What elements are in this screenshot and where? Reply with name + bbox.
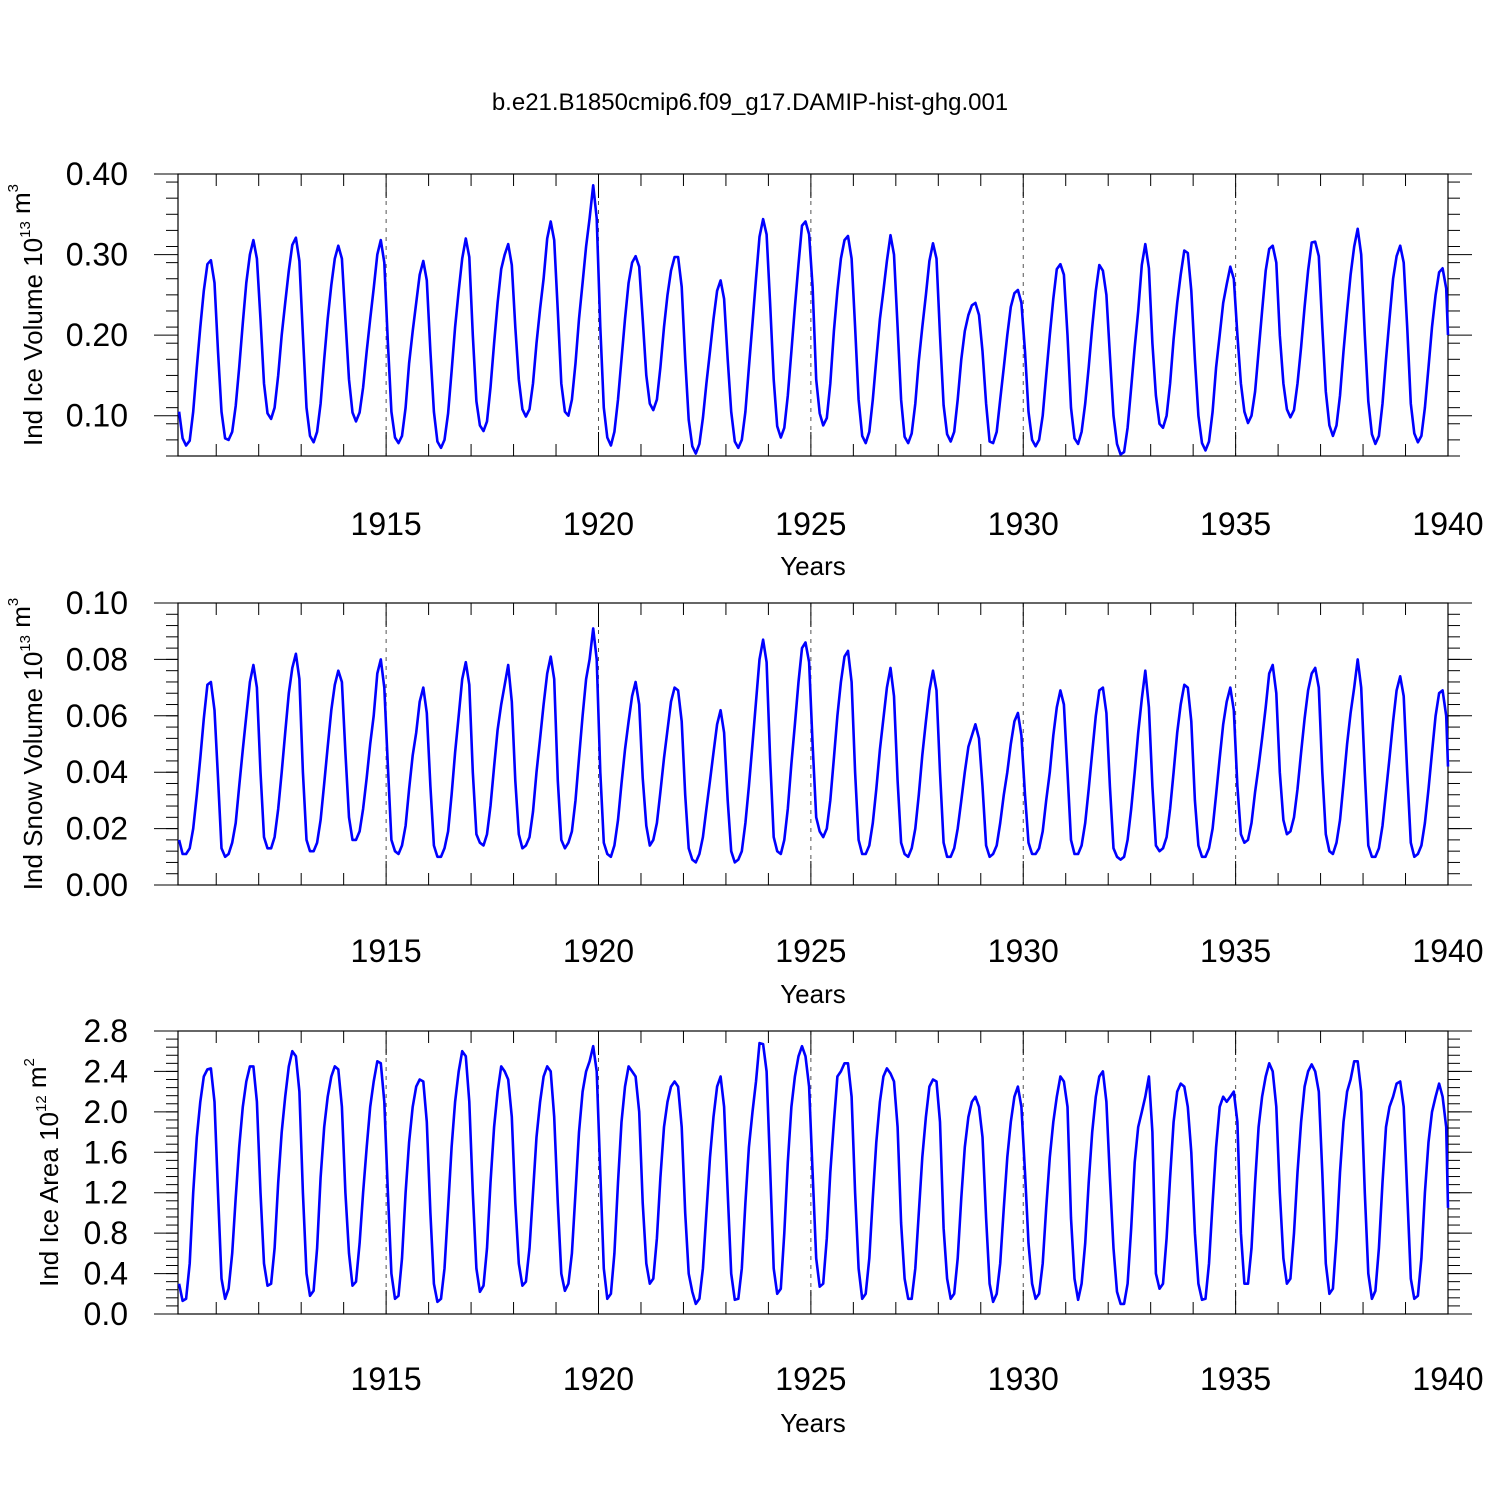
figure-title: b.e21.B1850cmip6.f09_g17.DAMIP-hist-ghg.… bbox=[492, 89, 1008, 116]
x-tick-label: 1935 bbox=[1200, 933, 1271, 969]
y-tick-label: 0.40 bbox=[66, 156, 128, 192]
x-tick-label: 1930 bbox=[988, 506, 1059, 542]
x-tick-label: 1915 bbox=[351, 1361, 422, 1397]
y-tick-label: 1.6 bbox=[84, 1134, 128, 1170]
y-tick-label: 0.08 bbox=[66, 641, 128, 677]
x-axis-label: Years bbox=[780, 979, 846, 1009]
x-tick-label: 1925 bbox=[775, 506, 846, 542]
x-tick-label: 1920 bbox=[563, 1361, 634, 1397]
series-line-0 bbox=[177, 1041, 1450, 1306]
y-tick-label: 0.0 bbox=[84, 1296, 128, 1332]
x-tick-label: 1935 bbox=[1200, 1361, 1271, 1397]
panel-snow-volume: 1915 1920 1925 1930 1935 1940 Years 0.00 0.02 0.0… bbox=[5, 585, 1484, 1009]
x-tick-label: 1940 bbox=[1412, 933, 1483, 969]
series-line-0 bbox=[177, 627, 1450, 864]
y-axis-label: Ind Ice Volume 1013 m3 bbox=[5, 184, 48, 446]
x-tick-label: 1925 bbox=[775, 933, 846, 969]
x-tick-label: 1915 bbox=[351, 506, 422, 542]
y-tick-label: 1.2 bbox=[84, 1175, 128, 1211]
series-line-0 bbox=[177, 184, 1450, 456]
y-tick-label: 0.06 bbox=[66, 698, 128, 734]
y-tick-label: 0.02 bbox=[66, 811, 128, 847]
x-tick-label: 1925 bbox=[775, 1361, 846, 1397]
y-tick-label: 0.10 bbox=[66, 585, 128, 621]
x-tick-label: 1940 bbox=[1412, 1361, 1483, 1397]
panel-ice-volume: 1915 1920 1925 1930 1935 1940 Years 0.10 0.20 0.3… bbox=[5, 156, 1484, 581]
y-tick-label: 0.10 bbox=[66, 398, 128, 434]
y-tick-label: 0.00 bbox=[66, 867, 128, 903]
y-axis-label: Ind Snow Volume 1013 m3 bbox=[5, 598, 48, 890]
x-tick-label: 1930 bbox=[988, 933, 1059, 969]
y-tick-label: 2.0 bbox=[84, 1094, 128, 1130]
x-tick-label: 1930 bbox=[988, 1361, 1059, 1397]
y-tick-label: 0.4 bbox=[84, 1256, 128, 1292]
x-axis-label: Years bbox=[780, 1408, 846, 1438]
x-tick-label: 1915 bbox=[351, 933, 422, 969]
x-tick-label: 1940 bbox=[1412, 506, 1483, 542]
y-tick-label: 2.8 bbox=[84, 1013, 128, 1049]
y-tick-label: 2.4 bbox=[84, 1053, 128, 1089]
y-tick-label: 0.20 bbox=[66, 317, 128, 353]
y-tick-label: 0.8 bbox=[84, 1215, 128, 1251]
y-axis-label: Ind Ice Area 1012 m2 bbox=[21, 1058, 64, 1287]
panel-ice-area: 1915 1920 1925 1930 1935 1940 Years 0.0 0.4 0.8 1.… bbox=[21, 1013, 1484, 1438]
y-tick-label: 0.04 bbox=[66, 754, 128, 790]
x-tick-label: 1935 bbox=[1200, 506, 1271, 542]
x-tick-label: 1920 bbox=[563, 933, 634, 969]
x-tick-label: 1920 bbox=[563, 506, 634, 542]
x-axis-label: Years bbox=[780, 551, 846, 581]
y-tick-label: 0.30 bbox=[66, 237, 128, 273]
